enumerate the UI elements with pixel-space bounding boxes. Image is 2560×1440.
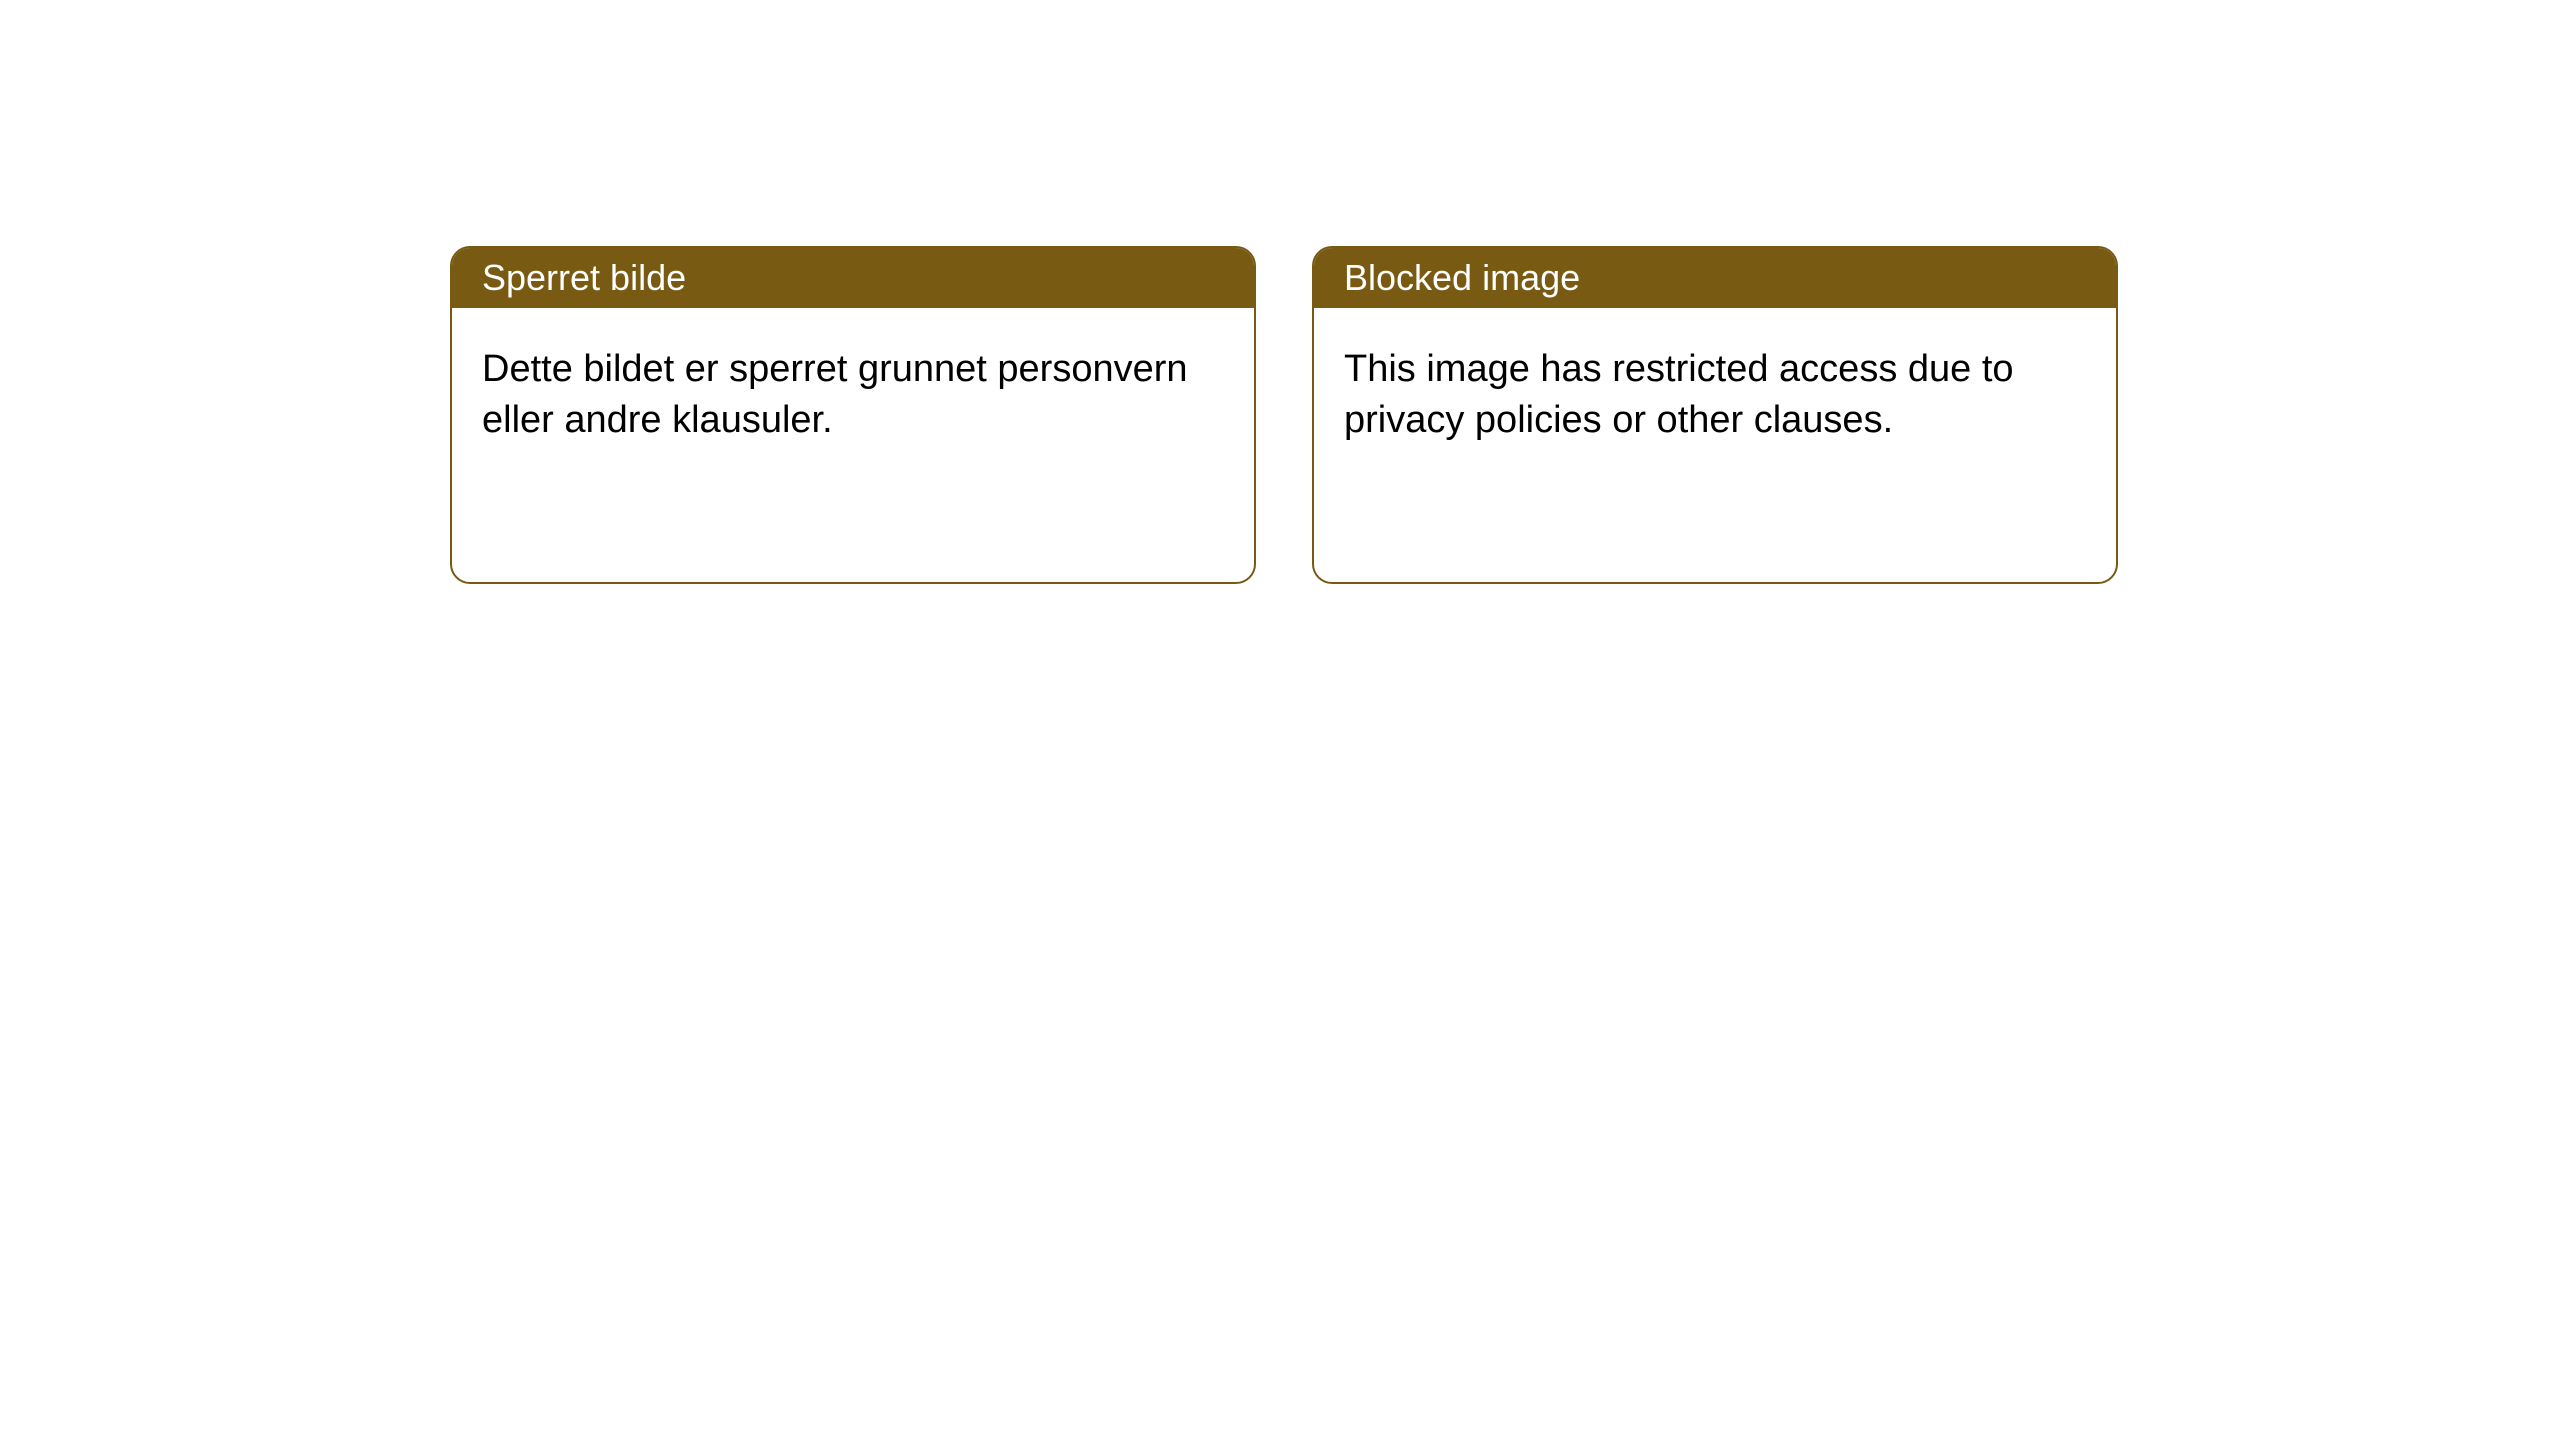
notice-text: This image has restricted access due to … (1344, 348, 2014, 441)
notice-box-norwegian: Sperret bilde Dette bildet er sperret gr… (450, 246, 1256, 584)
notice-title: Sperret bilde (482, 257, 686, 299)
notice-header: Sperret bilde (452, 248, 1254, 308)
notice-container: Sperret bilde Dette bildet er sperret gr… (450, 246, 2118, 584)
notice-box-english: Blocked image This image has restricted … (1312, 246, 2118, 584)
notice-title: Blocked image (1344, 257, 1580, 299)
notice-body: This image has restricted access due to … (1314, 308, 2116, 483)
notice-body: Dette bildet er sperret grunnet personve… (452, 308, 1254, 483)
notice-text: Dette bildet er sperret grunnet personve… (482, 348, 1188, 441)
notice-header: Blocked image (1314, 248, 2116, 308)
